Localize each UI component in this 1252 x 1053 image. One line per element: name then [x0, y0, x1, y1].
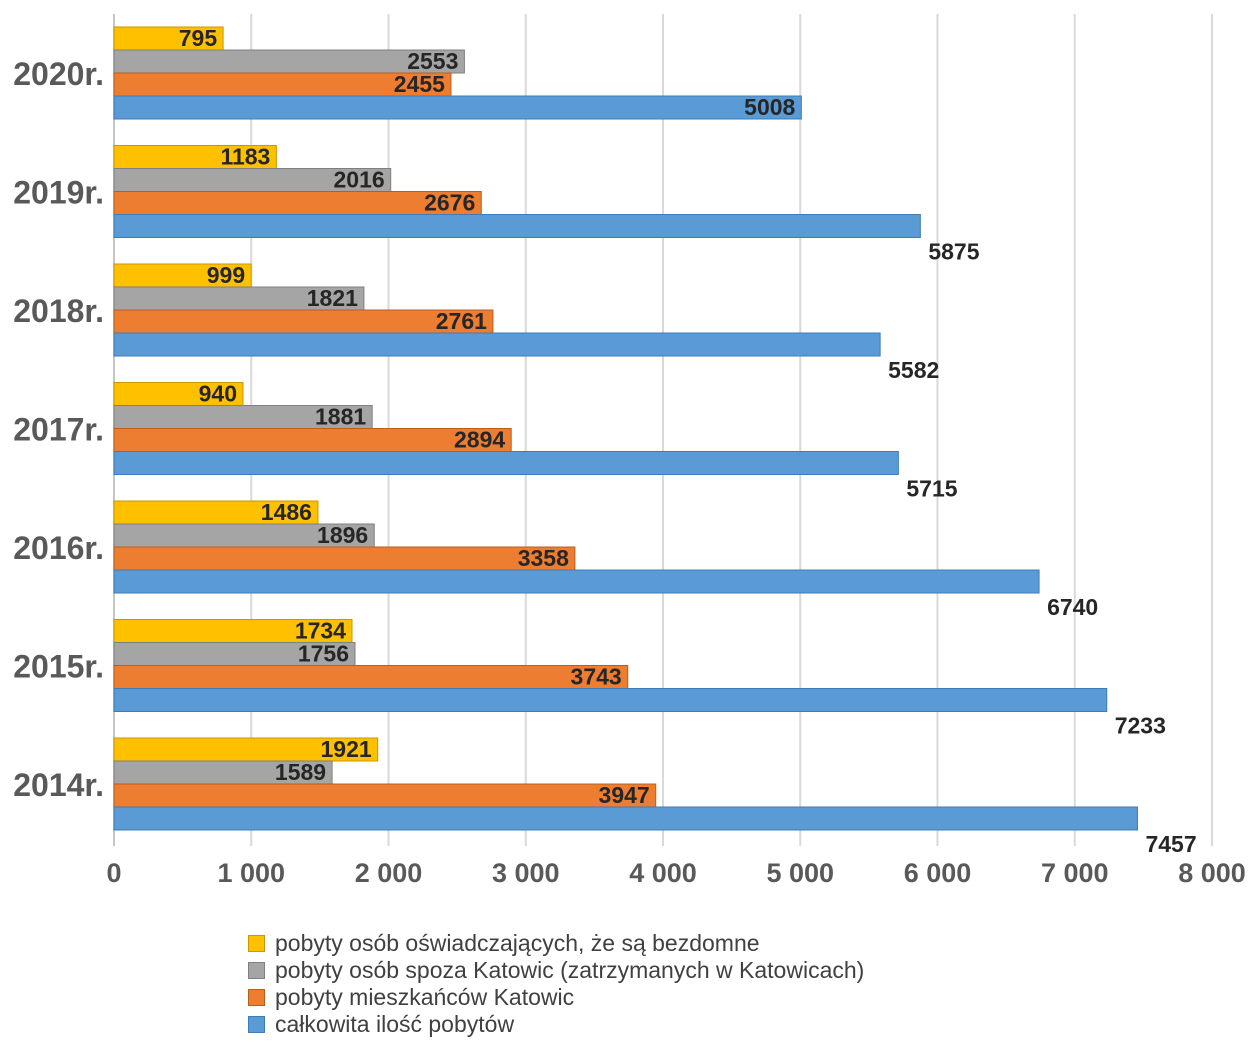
- bar: [113, 806, 1138, 831]
- legend-swatch: [248, 1016, 265, 1033]
- data-label: 1734: [295, 618, 346, 644]
- bar: [113, 214, 921, 238]
- data-label: 2016: [334, 167, 385, 193]
- bar: [113, 546, 576, 571]
- data-label: 7233: [1115, 713, 1166, 739]
- data-label: 1881: [315, 404, 366, 430]
- legend-swatch: [248, 962, 265, 979]
- data-label: 2894: [454, 427, 505, 453]
- legend-swatch: [248, 935, 265, 952]
- bar: [113, 783, 657, 808]
- data-label: 3743: [571, 664, 622, 690]
- category-label: 2015r.: [13, 649, 104, 685]
- data-label: 1756: [298, 641, 349, 667]
- x-tick-label: 2 000: [355, 858, 423, 888]
- legend-item: pobyty mieszkańców Katowic: [248, 984, 864, 1011]
- x-tick-label: 8 000: [1178, 858, 1246, 888]
- x-tick-label: 4 000: [629, 858, 697, 888]
- data-label: 3947: [599, 782, 650, 808]
- category-labels: 2020r. 2019r. 2018r. 2017r. 2016r. 2015r. 2014…: [13, 56, 104, 803]
- bar: [113, 428, 512, 452]
- x-tick-label: 1 000: [217, 858, 285, 888]
- x-tick-label: 6 000: [904, 858, 972, 888]
- category-label: 2019r.: [13, 175, 104, 211]
- legend-label: pobyty osób oświadczających, że są bezdo…: [275, 930, 760, 956]
- legend-label: całkowita ilość pobytów: [275, 1011, 515, 1037]
- legend-item: pobyty osób spoza Katowic (zatrzymanych …: [248, 957, 864, 984]
- bar: [113, 688, 1108, 712]
- legend-item: całkowita ilość pobytów: [248, 1011, 864, 1038]
- data-label: 2676: [424, 190, 475, 216]
- data-label: 940: [199, 381, 237, 407]
- x-tick-label: 0: [106, 858, 121, 888]
- x-tick-label: 5 000: [766, 858, 834, 888]
- data-label: 1486: [261, 499, 312, 525]
- data-label: 1183: [220, 144, 270, 170]
- data-label: 2553: [407, 48, 458, 74]
- bar: [113, 95, 802, 120]
- bar: [113, 665, 629, 689]
- data-label: 2455: [394, 71, 445, 97]
- x-axis-tick-labels: 0 1 000 2 000 3 000 4 000 5 000 6 000 7 000 8 00…: [106, 858, 1245, 888]
- bar: [113, 569, 1040, 594]
- data-label: 999: [207, 262, 245, 288]
- bar: [113, 451, 899, 475]
- legend-label: pobyty osób spoza Katowic (zatrzymanych …: [275, 957, 865, 983]
- x-tick-label: 7 000: [1041, 858, 1109, 888]
- data-label: 795: [179, 25, 218, 51]
- data-label: 5008: [744, 94, 795, 120]
- data-label: 1921: [320, 736, 371, 762]
- data-label: 6740: [1047, 594, 1098, 620]
- category-label: 2018r.: [13, 293, 104, 329]
- data-label: 1589: [275, 759, 326, 785]
- category-label: 2016r.: [13, 530, 104, 566]
- x-tick-label: 3 000: [492, 858, 560, 888]
- data-label: 5875: [928, 239, 979, 265]
- data-label: 3358: [518, 545, 569, 571]
- bar: [113, 332, 881, 357]
- data-label: 2761: [436, 308, 487, 334]
- data-label: 7457: [1145, 831, 1196, 857]
- legend: pobyty osób oświadczających, że są bezdo…: [248, 930, 864, 1038]
- category-label: 2020r.: [13, 56, 104, 92]
- data-label: 5582: [888, 357, 939, 383]
- legend-item: pobyty osób oświadczających, że są bezdo…: [248, 930, 864, 957]
- legend-label: pobyty mieszkańców Katowic: [275, 984, 575, 1010]
- data-label: 1896: [317, 522, 368, 548]
- bars: [113, 26, 1138, 831]
- category-label: 2017r.: [13, 412, 104, 448]
- legend-swatch: [248, 989, 265, 1006]
- data-label: 1821: [307, 285, 358, 311]
- category-label: 2014r.: [13, 767, 104, 803]
- data-label: 5715: [906, 476, 957, 502]
